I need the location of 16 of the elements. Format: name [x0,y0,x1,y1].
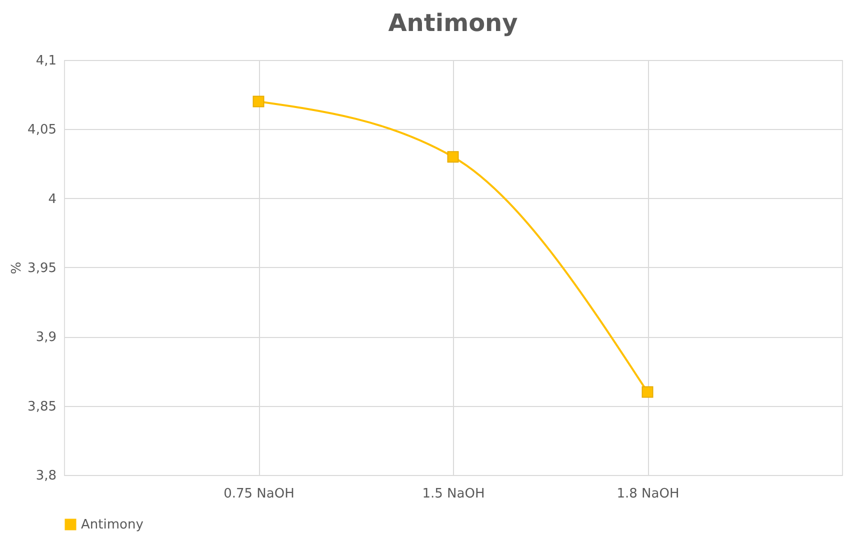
chart-title: Antimony [388,9,518,37]
x-tick-label: 0.75 NaOH [224,486,294,502]
y-tick-label: 4,05 [28,122,56,138]
y-tick-label: 3,8 [36,468,56,484]
point [252,96,264,108]
y-tick-label: 4 [48,192,56,207]
point [447,151,459,163]
point [642,386,654,398]
legend-label: Antimony [81,518,144,532]
y-tick-label: 3,9 [36,330,56,346]
x-tick-label: 1.5 NaOH [422,486,485,502]
y-axis-title: % [10,262,25,274]
y-tick-label: 3,85 [28,399,56,414]
x-tick-label: 1.8 NaOH [616,486,680,502]
y-tick-label: 4,1 [36,54,56,68]
y-tick-label: 3,95 [28,261,56,276]
